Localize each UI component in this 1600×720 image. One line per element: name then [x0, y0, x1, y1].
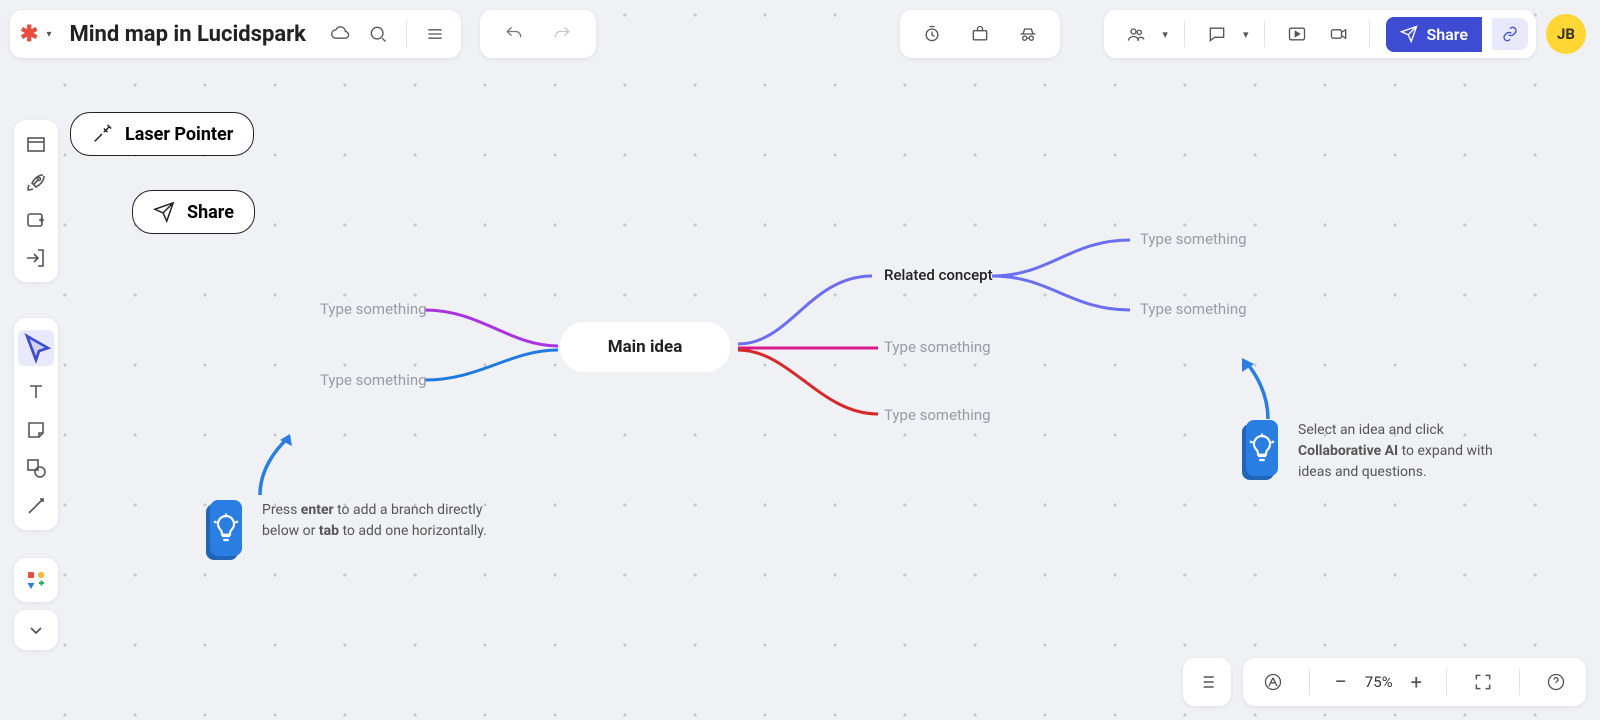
document-title[interactable]: Mind map in Lucidspark	[69, 22, 305, 47]
separator	[1309, 669, 1310, 695]
share-pill-label: Share	[187, 202, 234, 223]
bottom-bar: − 75% +	[1183, 658, 1586, 706]
timer-icon[interactable]	[916, 18, 948, 50]
import-icon[interactable]	[24, 246, 48, 270]
cloud-save-icon[interactable]	[324, 18, 356, 50]
cursor-tool[interactable]	[18, 330, 54, 366]
add-container-icon[interactable]	[24, 208, 48, 232]
zoom-panel: − 75% +	[1243, 658, 1586, 706]
hint-left-text: Press enter to add a branch directly bel…	[262, 500, 490, 542]
undo-button[interactable]	[498, 18, 530, 50]
zoom-out-button[interactable]: −	[1330, 670, 1351, 695]
mindmap-placeholder-node[interactable]: Type something	[884, 406, 991, 424]
zoom-value[interactable]: 75%	[1365, 673, 1393, 691]
left-tools-expand	[14, 610, 58, 650]
undo-redo-group	[480, 10, 596, 58]
laser-pointer-pill[interactable]: Laser Pointer	[70, 112, 254, 156]
laser-label: Laser Pointer	[125, 124, 233, 145]
search-icon[interactable]	[362, 18, 394, 50]
avatar-initials: JB	[1557, 25, 1575, 43]
left-tools-draw	[14, 318, 58, 530]
hint-right: Select an idea and click Collaborative A…	[1246, 420, 1506, 483]
separator	[1446, 669, 1447, 695]
separator	[1184, 21, 1185, 47]
lightbulb-icon	[210, 500, 242, 556]
collab-share-group: ▾ ▾ Share	[1104, 10, 1536, 58]
shape-tool[interactable]	[24, 456, 48, 480]
hint-right-text: Select an idea and click Collaborative A…	[1298, 420, 1506, 483]
share-link-button[interactable]	[1492, 18, 1528, 50]
mindmap-related-node[interactable]: Related concept	[884, 266, 993, 284]
hint-arrow-icon	[1238, 354, 1288, 424]
separator	[406, 21, 407, 47]
comment-icon[interactable]	[1201, 18, 1233, 50]
mindmap-placeholder-node[interactable]: Type something	[320, 371, 427, 389]
hint-left: Press enter to add a branch directly bel…	[210, 500, 490, 556]
rocket-icon[interactable]	[24, 170, 48, 194]
left-tools-more	[14, 558, 58, 602]
separator	[1264, 21, 1265, 47]
app-menu-caret[interactable]: ▾	[46, 29, 51, 40]
user-avatar[interactable]: JB	[1546, 14, 1586, 54]
mindmap-placeholder-node[interactable]: Type something	[884, 338, 991, 356]
shapes-palette-icon[interactable]	[24, 568, 48, 592]
mindmap-placeholder-node[interactable]: Type something	[1140, 230, 1247, 248]
mindmap-placeholder-node[interactable]: Type something	[1140, 300, 1247, 318]
main-node-label: Main idea	[608, 337, 683, 357]
incognito-icon[interactable]	[1012, 18, 1044, 50]
app-logo[interactable]: ✱	[20, 22, 38, 47]
fullscreen-icon[interactable]	[1467, 666, 1499, 698]
collaborators-caret[interactable]: ▾	[1162, 28, 1168, 41]
note-tool[interactable]	[24, 418, 48, 442]
zoom-in-button[interactable]: +	[1407, 670, 1426, 694]
lightbulb-icon	[1246, 420, 1278, 476]
video-icon[interactable]	[1323, 18, 1355, 50]
mindmap-main-node[interactable]: Main idea	[560, 322, 730, 372]
redo-button[interactable]	[546, 18, 578, 50]
left-tools-frames	[14, 120, 58, 282]
breakout-icon[interactable]	[964, 18, 996, 50]
hint-arrow-icon	[250, 430, 300, 500]
canvas-dotted-background[interactable]	[0, 0, 1600, 720]
comment-caret[interactable]: ▾	[1243, 28, 1249, 41]
line-tool[interactable]	[24, 494, 48, 518]
share-button[interactable]: Share	[1386, 17, 1482, 52]
separator	[1369, 21, 1370, 47]
accessibility-icon[interactable]	[1257, 666, 1289, 698]
top-tools-group	[900, 10, 1060, 58]
mindmap-placeholder-node[interactable]: Type something	[320, 300, 427, 318]
outline-button[interactable]	[1183, 658, 1231, 706]
topbar-left-group: ✱ ▾ Mind map in Lucidspark	[10, 10, 461, 58]
hamburger-menu-icon[interactable]	[419, 18, 451, 50]
share-button-label: Share	[1426, 25, 1468, 44]
frame-icon[interactable]	[24, 132, 48, 156]
collaborators-icon[interactable]	[1120, 18, 1152, 50]
separator	[1519, 669, 1520, 695]
share-pill[interactable]: Share	[132, 190, 255, 234]
chevron-down-icon[interactable]	[24, 618, 48, 642]
help-icon[interactable]	[1540, 666, 1572, 698]
text-tool[interactable]	[24, 380, 48, 404]
present-icon[interactable]	[1281, 18, 1313, 50]
